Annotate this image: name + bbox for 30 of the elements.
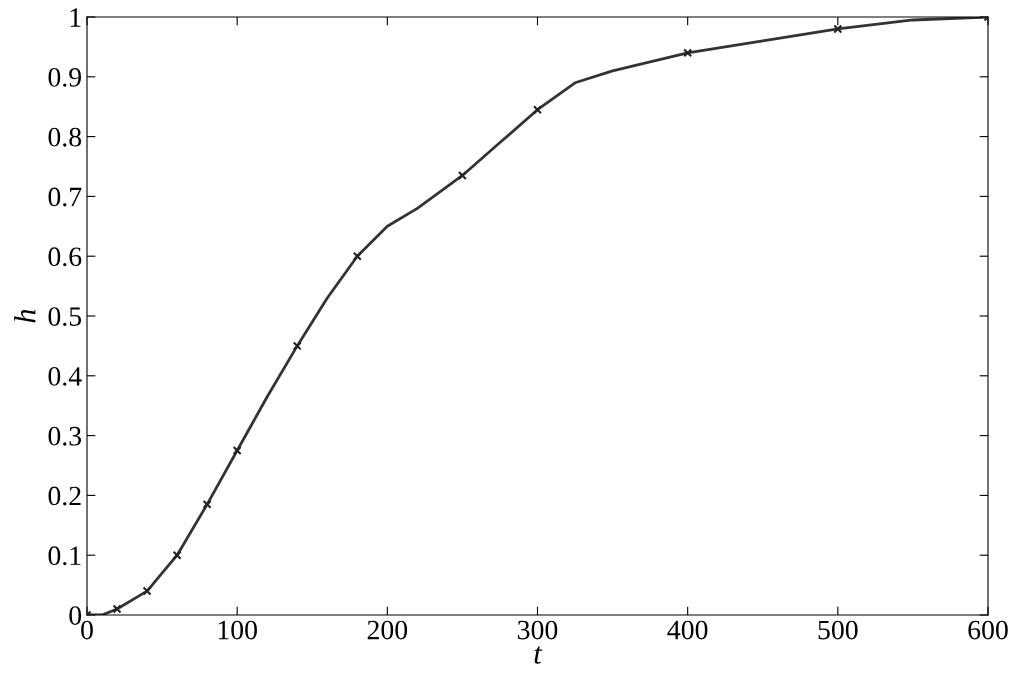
y-tick-label: 0.3	[48, 426, 82, 446]
point	[352, 251, 362, 261]
point	[833, 24, 843, 34]
x-tick-label: 500	[818, 620, 858, 640]
y-tick-label: 0.5	[48, 307, 82, 327]
y-tick-label: 0.1	[48, 546, 81, 566]
y-tick-label: 0.2	[48, 486, 81, 506]
point	[683, 48, 693, 58]
point	[457, 170, 467, 180]
x-tick-label: 600	[968, 620, 1008, 640]
point	[112, 604, 122, 614]
x-tick-label: 200	[367, 620, 408, 640]
y-tick-label: 0.4	[48, 366, 82, 386]
y-tick-label: 1	[70, 8, 81, 27]
x-tick-label: 400	[667, 620, 708, 640]
y-tick-label: 0.8	[48, 127, 82, 147]
point	[232, 446, 242, 456]
point	[202, 499, 212, 509]
y-tick-label: 0.7	[48, 187, 82, 207]
point	[532, 105, 543, 115]
point	[172, 550, 182, 560]
y-tick-label: 0	[69, 606, 82, 625]
x-axis-title: t	[534, 646, 543, 664]
point	[142, 586, 152, 596]
x-tick-label: 300	[517, 620, 558, 640]
point	[292, 341, 302, 351]
y-tick-label: 0.9	[48, 67, 81, 87]
y-tick-label: 0.6	[48, 247, 82, 267]
x-tick-label: 100	[218, 620, 257, 640]
y-axis-title: h	[14, 309, 36, 323]
